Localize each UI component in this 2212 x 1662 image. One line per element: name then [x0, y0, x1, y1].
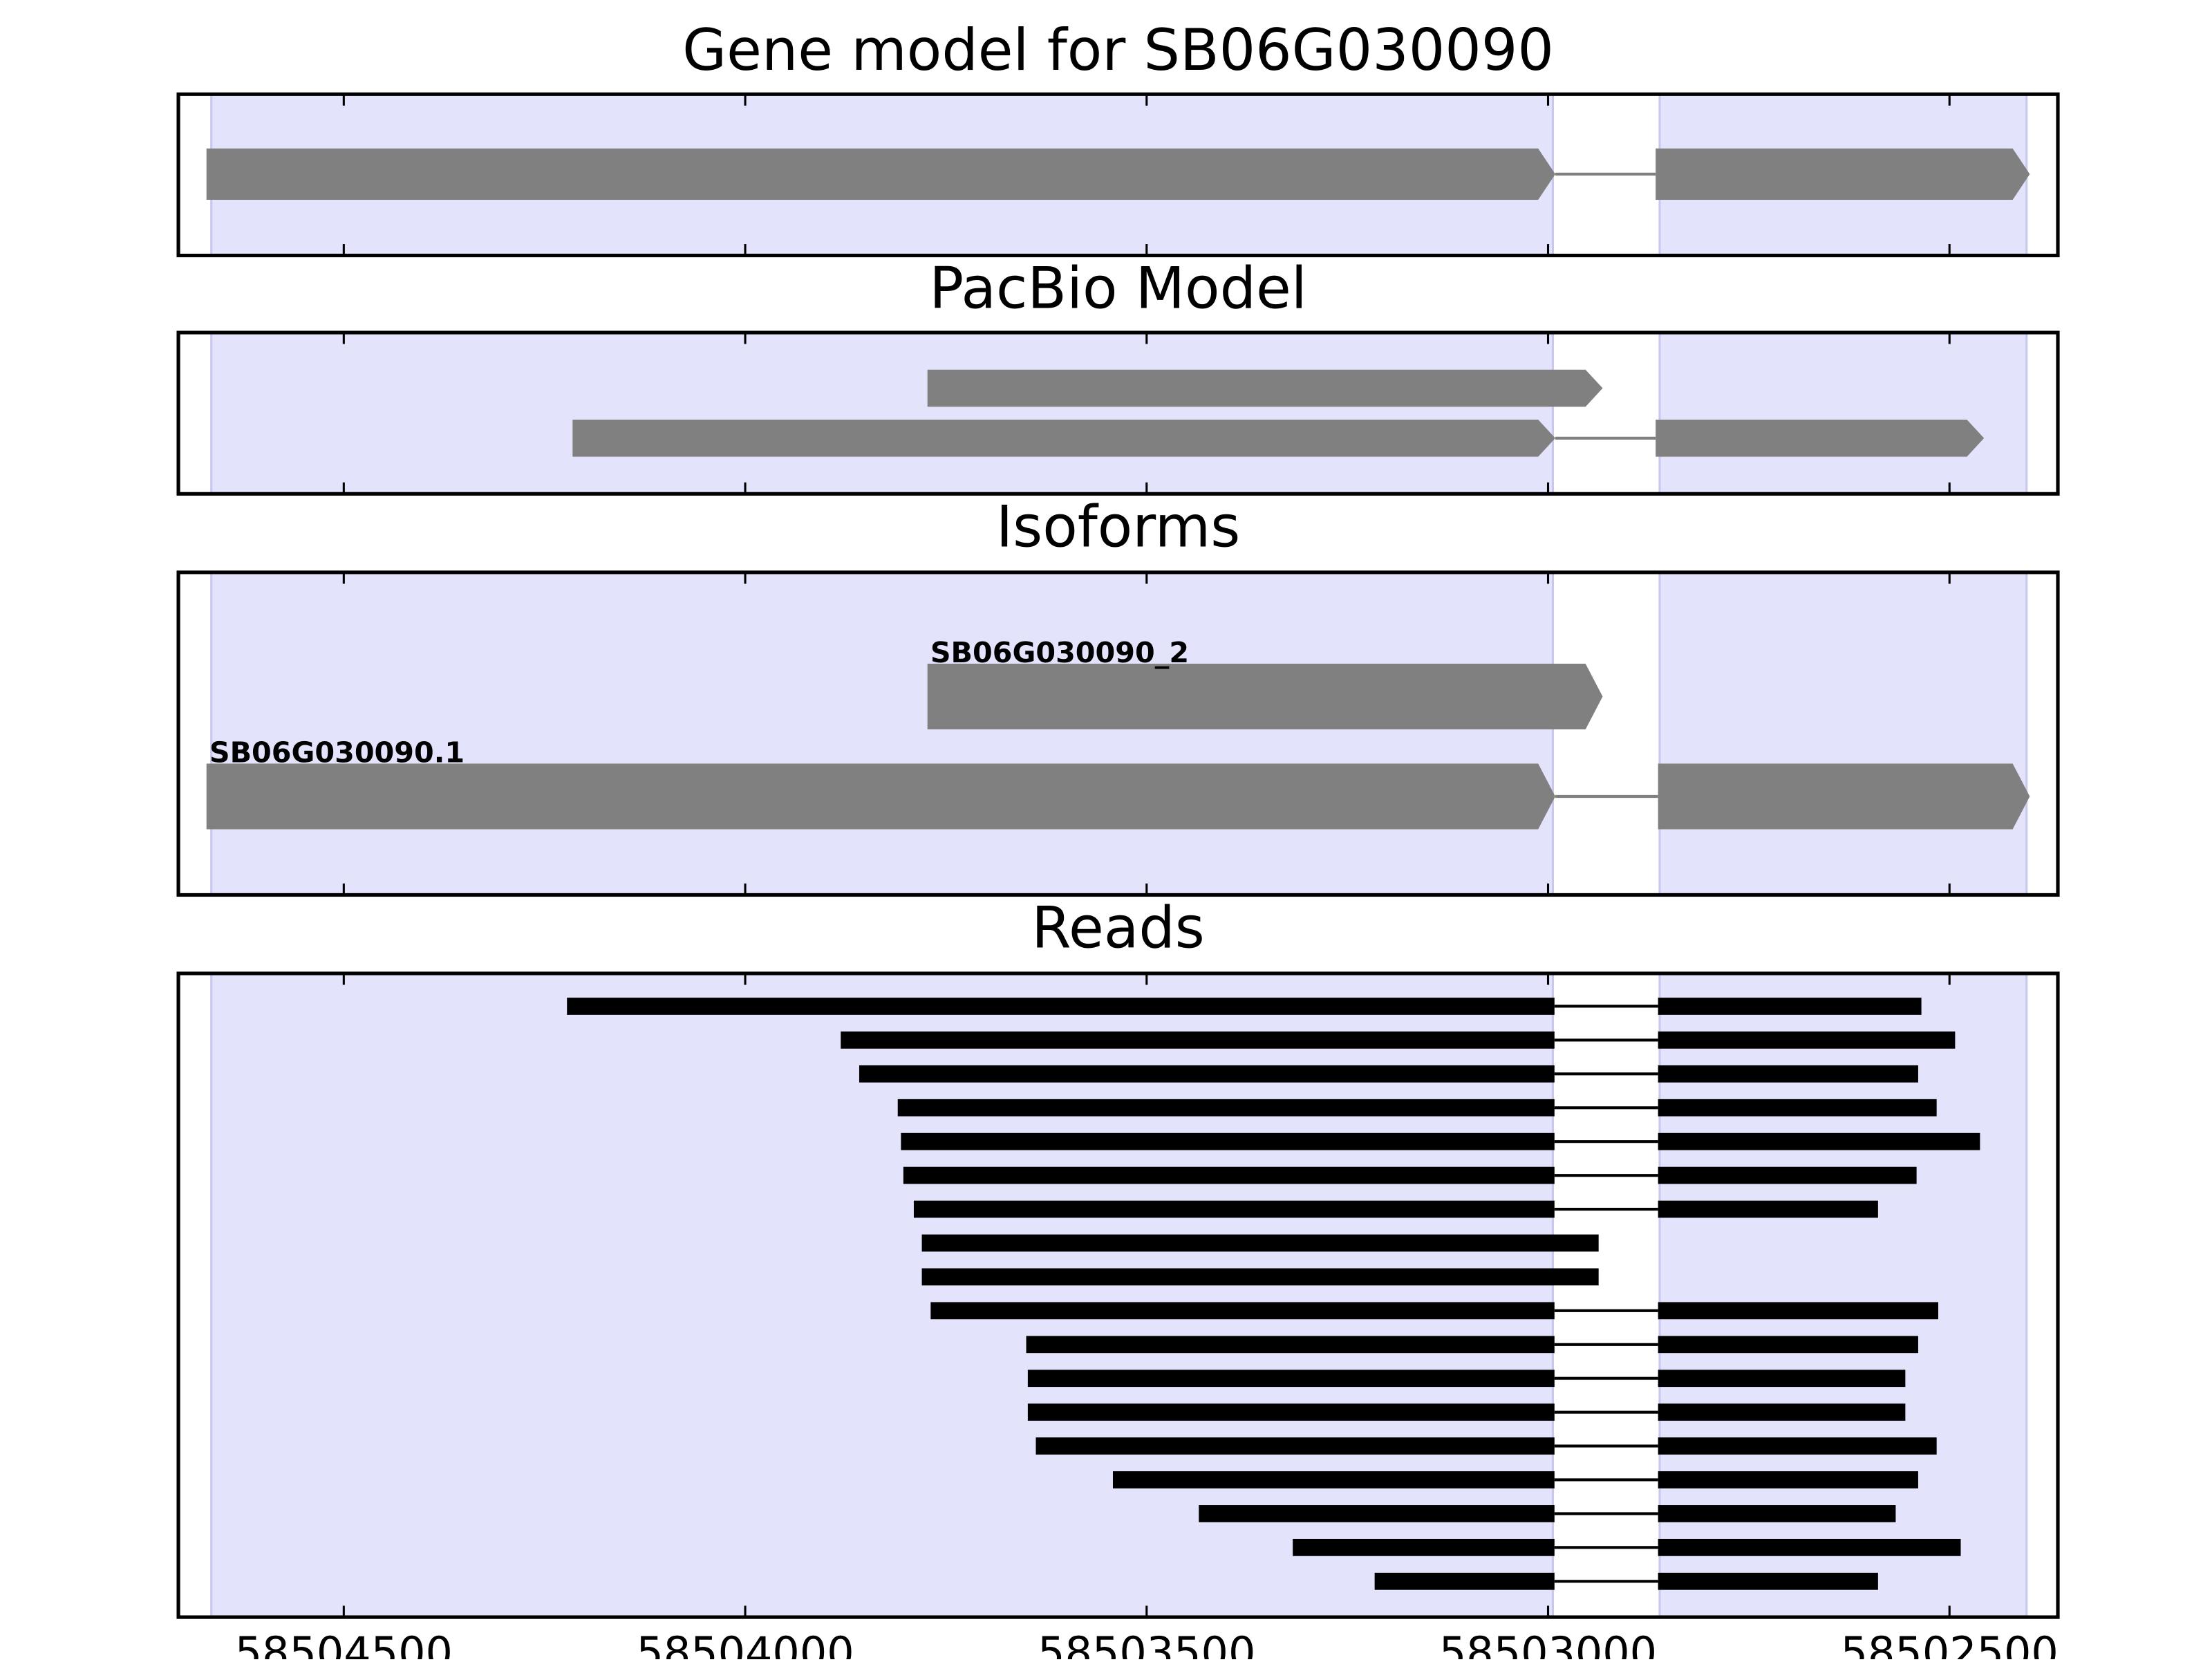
isoform-label: SB06G030090.1 [209, 736, 465, 769]
panel-frame [176, 971, 2060, 1619]
exon [897, 1099, 1555, 1117]
exon [1658, 1505, 1896, 1522]
exon [1658, 1302, 1938, 1320]
exon [206, 148, 1555, 200]
isoform-label: SB06G030090_2 [930, 636, 1189, 669]
shaded-region [1658, 331, 2028, 495]
exon [1293, 1538, 1555, 1556]
panel-title: Isoforms [996, 494, 1240, 560]
panel-frame [176, 570, 2060, 897]
exon [901, 1132, 1555, 1150]
exon [1658, 1200, 1878, 1218]
exon [1035, 1437, 1555, 1455]
shaded-region [1658, 571, 2028, 896]
exon [1658, 1166, 1917, 1184]
exon [1658, 1065, 1918, 1083]
exon [913, 1200, 1555, 1218]
exon [1658, 1403, 1906, 1421]
exon [1658, 1336, 1918, 1354]
exon [1658, 1437, 1937, 1455]
shaded-region [210, 571, 1555, 896]
panel-title: Reads [1031, 895, 1205, 962]
exon [206, 763, 1555, 830]
exon [921, 1268, 1599, 1286]
x-tick-label: 58502500 [1841, 1628, 2059, 1659]
panel-frame [176, 92, 2060, 258]
exon [567, 998, 1555, 1015]
exon [1658, 998, 1922, 1015]
exon [1027, 1403, 1555, 1421]
x-tick-label: 58504000 [636, 1628, 854, 1659]
exon [1658, 1370, 1906, 1388]
exon [903, 1166, 1555, 1184]
shaded-region [210, 331, 1555, 495]
exon [1656, 148, 2030, 200]
x-tick-label: 58503500 [1038, 1628, 1255, 1659]
exon [1199, 1505, 1555, 1522]
exon [921, 1234, 1599, 1252]
exon [572, 419, 1555, 457]
exon [927, 369, 1603, 407]
exon [1658, 1572, 1878, 1590]
exon [927, 664, 1603, 729]
x-tick-label: 58503000 [1439, 1628, 1657, 1659]
exon [1658, 1538, 1961, 1556]
panel-frame [176, 330, 2060, 496]
exon [1658, 1099, 1937, 1117]
panel-title: Gene model for SB06G030090 [682, 17, 1554, 84]
exon [1658, 1471, 1918, 1488]
exon [1658, 763, 2030, 830]
exon [1658, 1031, 1956, 1049]
exon [1026, 1336, 1555, 1354]
exon [1112, 1471, 1555, 1488]
exon [841, 1031, 1555, 1049]
exon [1658, 1132, 1980, 1150]
exon [930, 1302, 1555, 1320]
panel-title: PacBio Model [929, 256, 1306, 322]
exon [1656, 419, 1985, 457]
x-tick-label: 58504500 [235, 1628, 453, 1659]
exon [1027, 1370, 1555, 1388]
exon [1374, 1572, 1555, 1590]
exon [859, 1065, 1555, 1083]
